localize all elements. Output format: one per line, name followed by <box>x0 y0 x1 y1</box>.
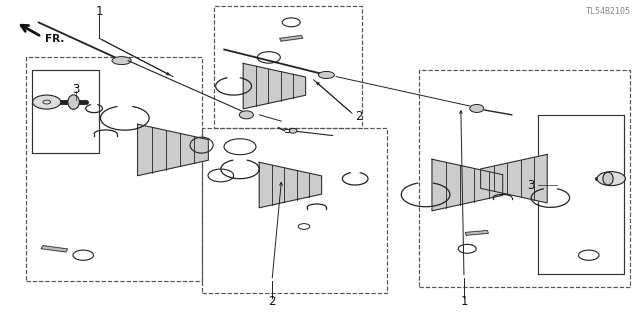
Text: 2: 2 <box>355 110 362 123</box>
Ellipse shape <box>603 172 613 185</box>
Polygon shape <box>243 63 306 109</box>
Text: 3: 3 <box>527 179 535 191</box>
Circle shape <box>597 172 625 186</box>
Polygon shape <box>465 231 488 235</box>
Polygon shape <box>432 159 503 211</box>
Text: 1: 1 <box>95 5 103 18</box>
Ellipse shape <box>319 71 334 78</box>
Polygon shape <box>41 246 68 252</box>
Polygon shape <box>138 124 209 176</box>
Polygon shape <box>481 154 547 203</box>
Text: TL54B2105: TL54B2105 <box>586 7 630 16</box>
Text: 3: 3 <box>72 83 79 96</box>
Polygon shape <box>259 162 322 208</box>
Text: FR.: FR. <box>45 34 64 44</box>
Ellipse shape <box>112 56 131 64</box>
Polygon shape <box>280 35 303 41</box>
Ellipse shape <box>239 111 253 119</box>
Ellipse shape <box>289 129 297 133</box>
Ellipse shape <box>68 95 79 109</box>
Circle shape <box>33 95 61 109</box>
Text: 2: 2 <box>268 295 276 308</box>
Text: 1: 1 <box>460 295 468 308</box>
Ellipse shape <box>470 104 484 113</box>
